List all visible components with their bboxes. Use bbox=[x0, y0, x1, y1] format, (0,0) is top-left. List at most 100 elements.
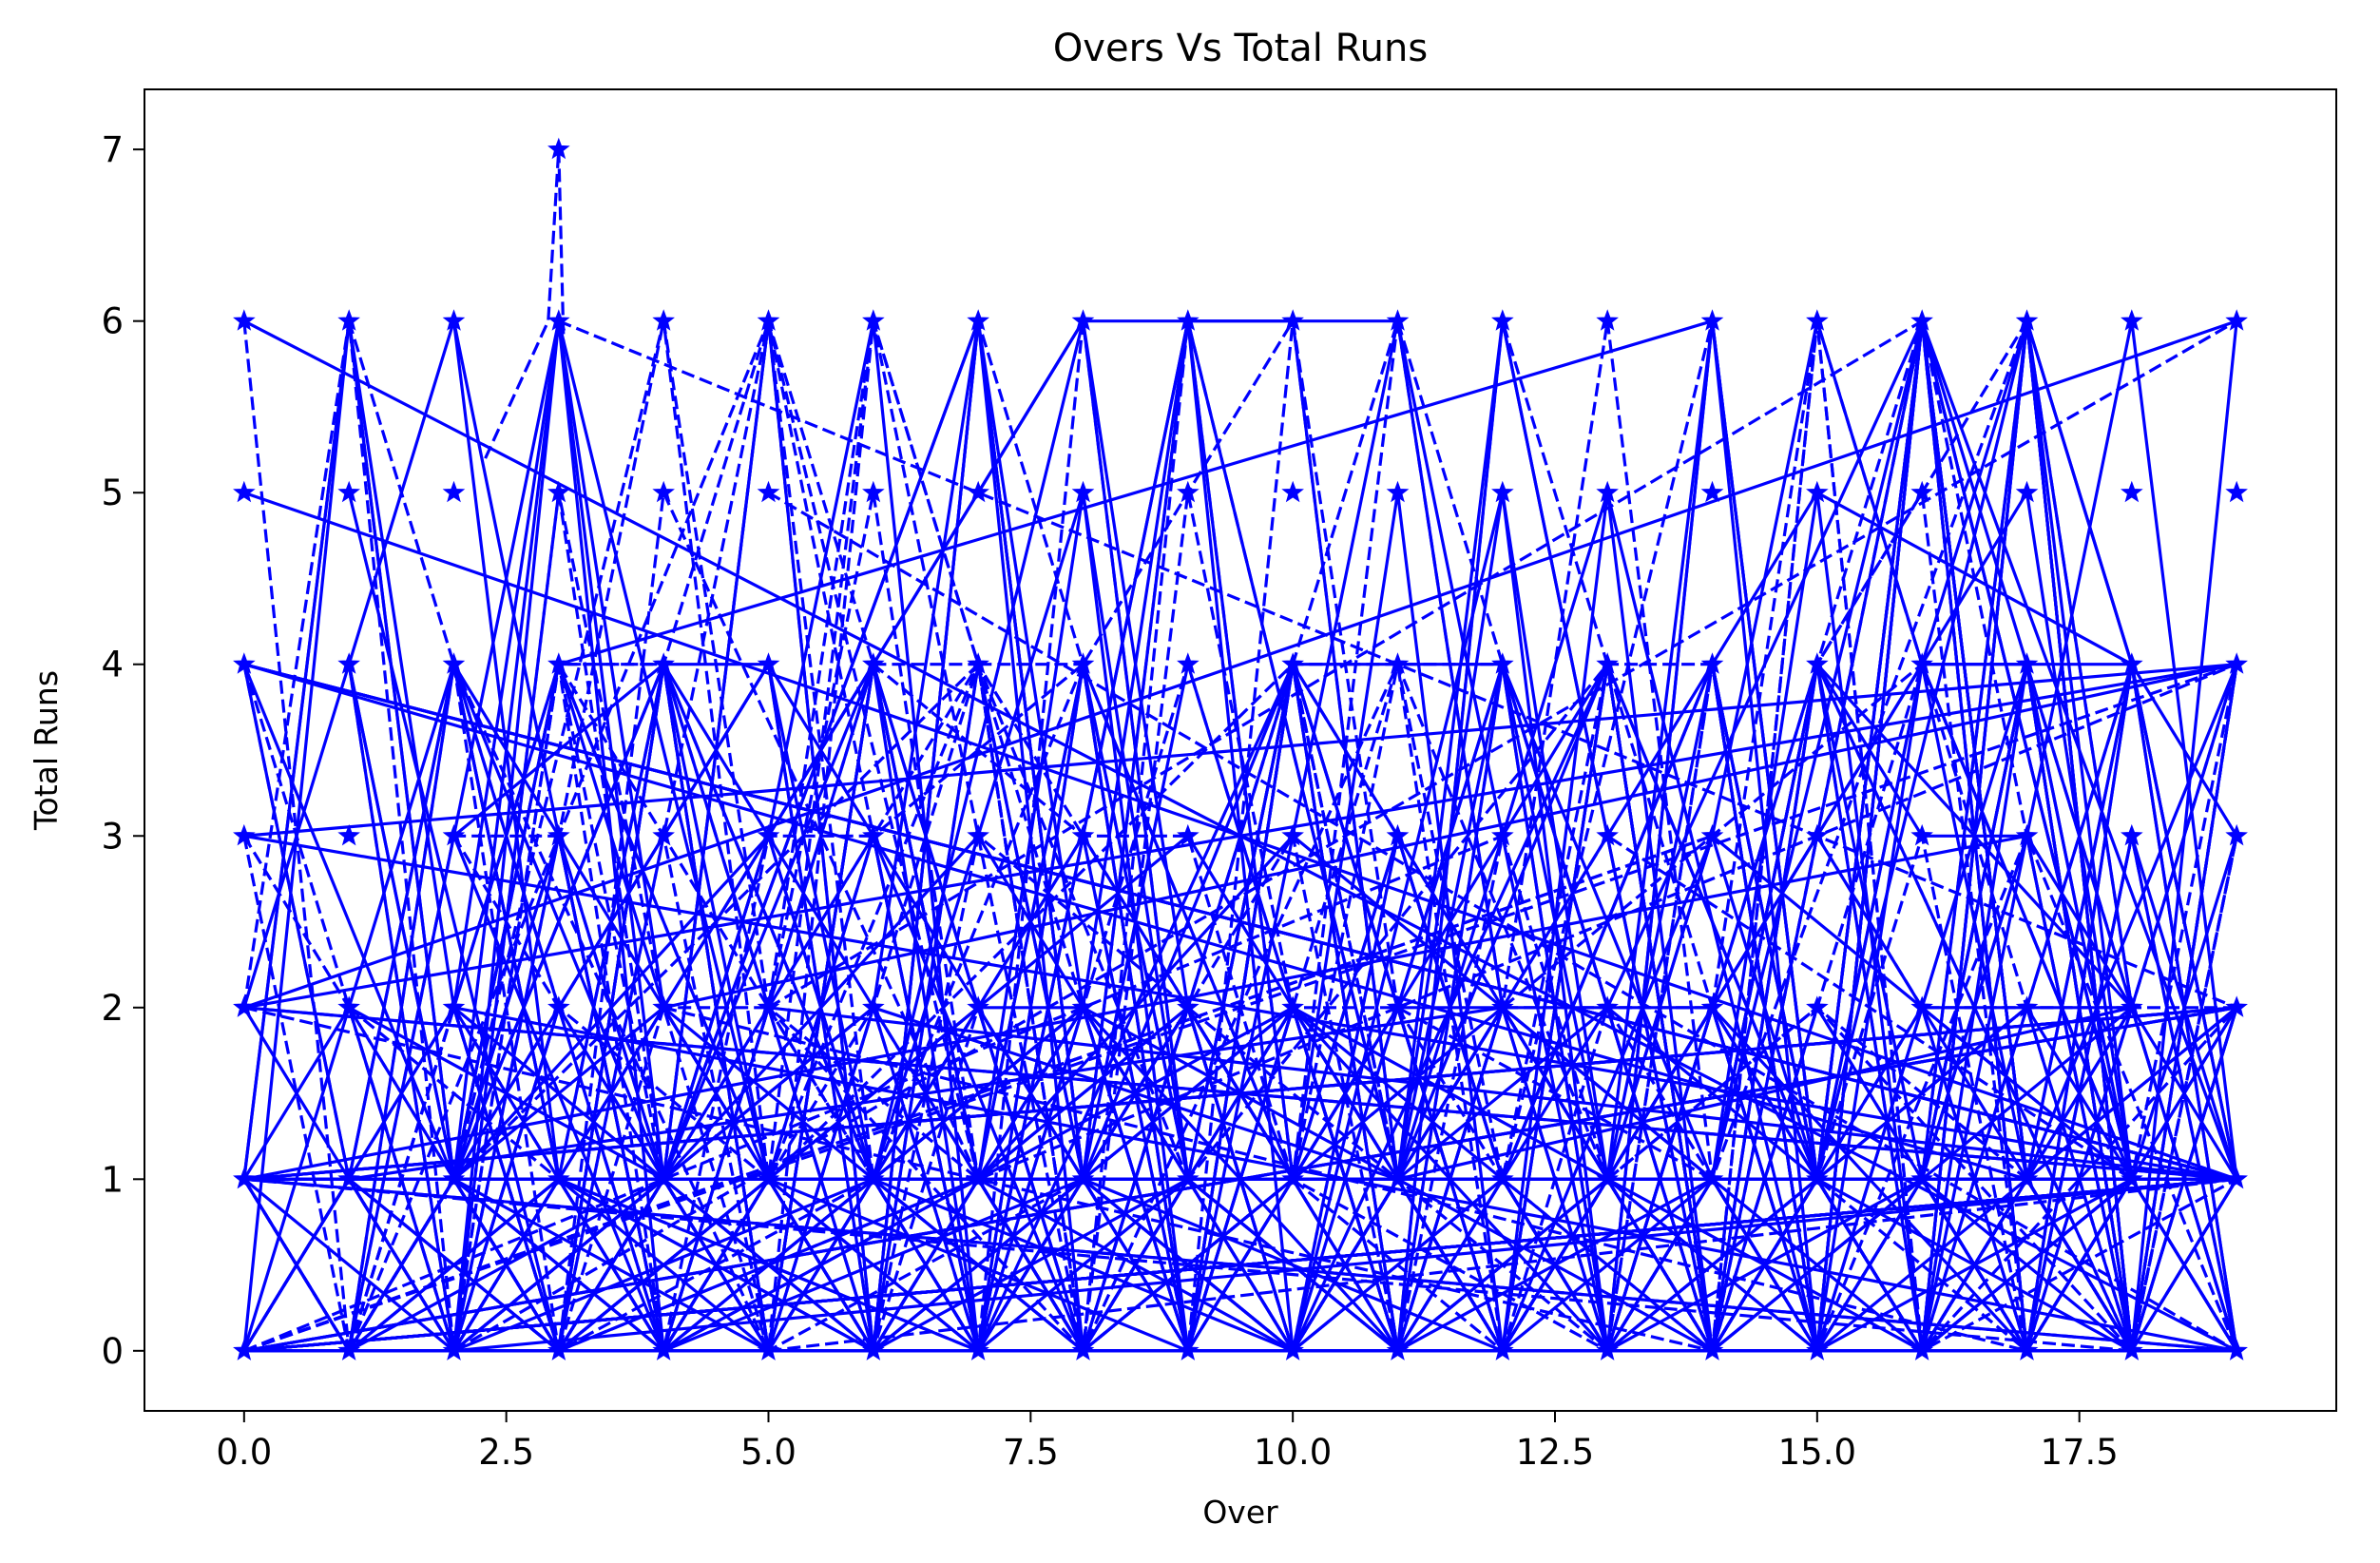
series-line bbox=[243, 834, 2027, 1181]
star-marker bbox=[442, 1339, 466, 1360]
series-line bbox=[243, 834, 2237, 1181]
x-tick-label: 7.5 bbox=[1003, 1432, 1059, 1473]
series-line bbox=[243, 663, 2237, 1181]
star-marker bbox=[1177, 652, 1200, 674]
star-marker bbox=[1910, 652, 1933, 674]
star-marker bbox=[547, 652, 570, 674]
star-marker bbox=[1806, 1339, 1829, 1360]
star-marker bbox=[2225, 480, 2248, 503]
series-line bbox=[348, 1006, 1504, 1181]
star-marker bbox=[2015, 652, 2039, 674]
star-marker bbox=[2225, 652, 2248, 674]
star-marker bbox=[1386, 652, 1410, 674]
star-marker bbox=[1177, 1167, 1200, 1189]
y-axis: 0 1 2 3 4 5 6 7 bbox=[101, 129, 144, 1372]
series-line bbox=[768, 1177, 2237, 1353]
star-marker bbox=[1071, 995, 1095, 1017]
star-marker bbox=[1491, 823, 1514, 846]
star-marker bbox=[1700, 1167, 1724, 1189]
star-marker bbox=[233, 1167, 256, 1189]
series-line bbox=[558, 319, 1713, 666]
star-marker bbox=[2015, 995, 2039, 1017]
series-line bbox=[243, 1006, 2237, 1181]
star-marker bbox=[1806, 995, 1829, 1017]
star-marker bbox=[2015, 1167, 2039, 1189]
star-marker bbox=[1491, 995, 1514, 1017]
star-marker bbox=[1910, 1167, 1933, 1189]
star-marker bbox=[1281, 309, 1304, 331]
star-marker bbox=[337, 823, 360, 846]
series-line bbox=[768, 1006, 2237, 1181]
x-tick-label: 17.5 bbox=[2040, 1432, 2118, 1473]
star-marker bbox=[2015, 480, 2039, 503]
x-axis: 0.0 2.5 5.0 7.5 10.0 12.5 15.0 17.5 bbox=[216, 1411, 2119, 1473]
star-marker bbox=[547, 995, 570, 1017]
star-marker bbox=[2225, 309, 2248, 331]
star-marker bbox=[652, 1167, 675, 1189]
star-marker bbox=[1700, 652, 1724, 674]
star-marker bbox=[757, 823, 780, 846]
star-marker bbox=[967, 1339, 989, 1360]
x-tick-label: 2.5 bbox=[478, 1432, 534, 1473]
star-marker bbox=[862, 995, 885, 1017]
x-tick-label: 5.0 bbox=[740, 1432, 797, 1473]
star-marker bbox=[337, 995, 360, 1017]
star-marker bbox=[1177, 995, 1200, 1017]
star-marker bbox=[862, 480, 885, 503]
x-axis-label: Over bbox=[1202, 1494, 1278, 1531]
y-tick-label: 6 bbox=[101, 301, 124, 342]
star-marker bbox=[1177, 309, 1200, 331]
series-line bbox=[243, 1177, 2132, 1353]
star-marker bbox=[2225, 1167, 2248, 1189]
star-marker bbox=[757, 995, 780, 1017]
star-marker bbox=[337, 309, 360, 331]
star-marker bbox=[547, 823, 570, 846]
series-line bbox=[243, 663, 2237, 1010]
chart-title: Overs Vs Total Runs bbox=[1053, 27, 1428, 70]
star-marker bbox=[1177, 480, 1200, 503]
star-marker bbox=[1386, 1339, 1410, 1360]
series-line-peak bbox=[484, 149, 566, 459]
star-marker bbox=[1910, 823, 1933, 846]
star-marker bbox=[1281, 1167, 1304, 1189]
series-line bbox=[767, 319, 1923, 1010]
star-marker bbox=[1071, 652, 1095, 674]
star-marker bbox=[652, 309, 675, 331]
y-tick-label: 3 bbox=[101, 816, 124, 857]
star-marker bbox=[757, 480, 780, 503]
star-marker bbox=[547, 1167, 570, 1189]
star-marker bbox=[442, 480, 466, 503]
series-line bbox=[662, 663, 2237, 1010]
star-marker bbox=[1806, 309, 1829, 331]
star-marker bbox=[1071, 823, 1095, 846]
star-marker bbox=[1281, 995, 1304, 1017]
star-marker bbox=[1806, 480, 1829, 503]
series-line bbox=[242, 663, 2132, 1353]
star-marker bbox=[1700, 823, 1724, 846]
star-marker bbox=[1177, 1339, 1200, 1360]
series-line bbox=[662, 1006, 2027, 1353]
star-marker bbox=[967, 823, 989, 846]
star-marker bbox=[2121, 309, 2143, 331]
y-tick-label: 7 bbox=[101, 129, 124, 170]
marker-layer bbox=[233, 137, 2248, 1360]
star-marker bbox=[1281, 823, 1304, 846]
series-line bbox=[243, 1177, 2237, 1353]
star-marker bbox=[967, 480, 989, 503]
y-tick-label: 5 bbox=[101, 473, 124, 513]
y-tick-label: 2 bbox=[101, 988, 124, 1029]
star-marker bbox=[862, 652, 885, 674]
series-line bbox=[243, 663, 2237, 838]
star-marker bbox=[1071, 1339, 1095, 1360]
star-marker bbox=[337, 1339, 360, 1360]
star-marker bbox=[1596, 995, 1619, 1017]
star-marker bbox=[1596, 480, 1619, 503]
star-marker bbox=[233, 995, 256, 1017]
plot-frame bbox=[144, 88, 2337, 1412]
star-marker bbox=[1596, 309, 1619, 331]
star-marker bbox=[757, 652, 780, 674]
star-marker bbox=[1700, 480, 1724, 503]
star-marker bbox=[1071, 480, 1095, 503]
star-marker bbox=[967, 1167, 989, 1189]
